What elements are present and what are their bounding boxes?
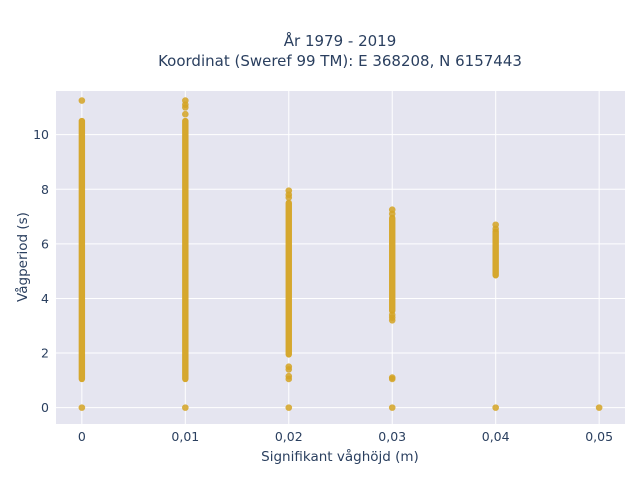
x-tick-label-1: 0,01	[171, 429, 199, 444]
x-axis-title: Signifikant våghöjd (m)	[261, 448, 419, 465]
point-column-0-4	[492, 228, 499, 279]
y-tick-label-3: 6	[41, 236, 49, 251]
point-column-0-3	[389, 214, 396, 314]
data-point-0-3-2	[388, 374, 396, 381]
x-tick-label-2: 0,02	[275, 429, 303, 444]
data-point-0-2-7	[285, 187, 293, 194]
data-point-0-4-0	[492, 404, 499, 411]
data-point-0-3-5	[388, 311, 396, 319]
y-tick-label-4: 8	[41, 182, 49, 197]
data-point-0-0-0	[78, 404, 86, 411]
data-point-0-3-7	[388, 206, 396, 214]
data-point-0-1-4	[182, 97, 189, 104]
chart-title-line1: År 1979 - 2019	[284, 31, 397, 50]
y-tick-label-5: 10	[33, 127, 49, 142]
point-column-0-2	[285, 199, 292, 358]
data-point-0-2-2	[285, 372, 293, 380]
data-point-0-3-0	[388, 404, 396, 411]
data-point-0-1-1	[182, 110, 189, 118]
x-axis-ticks: 0 0,01 0,02 0,03 0,04 0,05	[78, 429, 613, 444]
x-tick-label-4: 0,04	[482, 429, 510, 444]
data-point-0-1-0	[182, 404, 189, 411]
point-column-0-0	[78, 117, 86, 383]
y-axis-title: Vågperiod (s)	[14, 212, 31, 302]
x-tick-label-3: 0,03	[378, 429, 406, 444]
plot-area	[56, 91, 625, 424]
data-point-0-0-1	[78, 97, 86, 104]
chart-title-line2: Koordinat (Sweref 99 TM): E 368208, N 61…	[158, 52, 522, 70]
data-point-0-5-0	[595, 404, 603, 411]
x-tick-label-5: 0,05	[585, 429, 613, 444]
y-tick-label-1: 2	[41, 346, 49, 361]
data-point-0-2-0	[285, 404, 293, 411]
data-points	[78, 97, 603, 411]
y-tick-label-0: 0	[41, 400, 49, 415]
y-tick-label-2: 4	[41, 291, 49, 306]
y-axis-ticks: 0 2 4 6 8 10	[33, 127, 49, 415]
data-point-0-4-2	[492, 221, 499, 229]
data-point-0-2-4	[285, 363, 293, 370]
x-tick-label-0: 0	[78, 429, 86, 444]
point-column-0-1	[182, 117, 189, 383]
